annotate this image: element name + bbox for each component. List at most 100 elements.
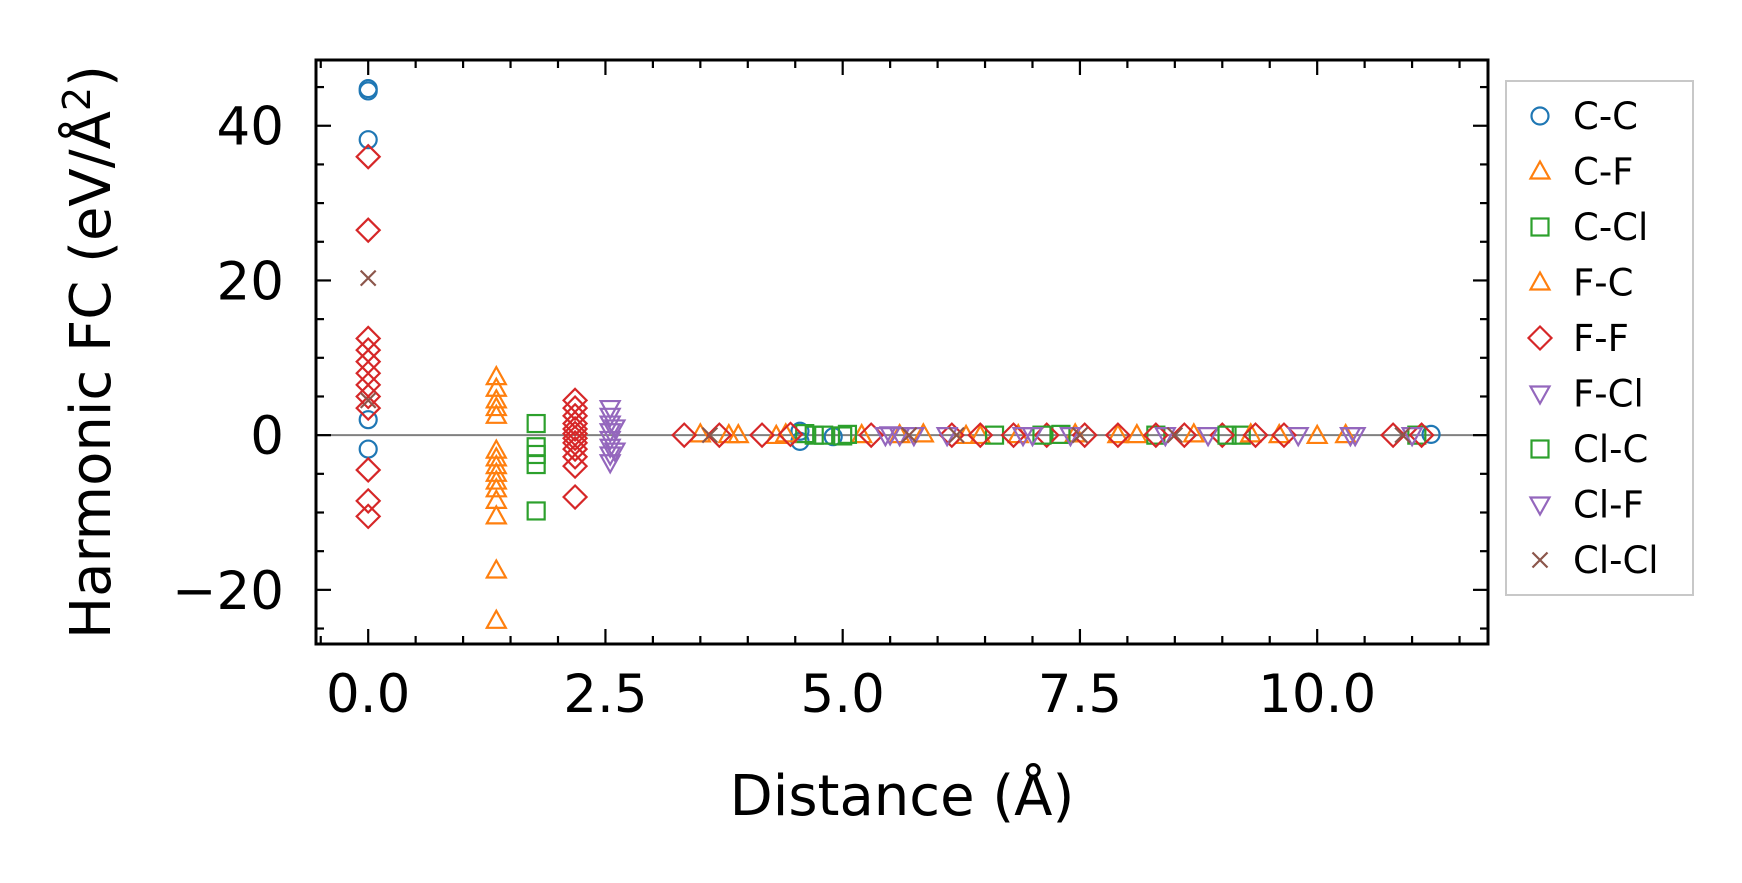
legend-marker [1528, 385, 1552, 406]
series-cl-f [603, 419, 1424, 463]
data-point [526, 413, 546, 434]
data-point [1242, 422, 1269, 449]
data-point [484, 364, 508, 386]
data-point [355, 217, 382, 244]
data-point [484, 558, 508, 579]
series-c-cl [526, 413, 1427, 521]
legend-entry: Cl-Cl [1531, 539, 1659, 582]
data-point [358, 410, 378, 430]
legend-marker [1526, 324, 1554, 352]
legend: C-C C-F C-Cl F-C F-F F-Cl Cl-C Cl-F Cl-Cl [1505, 80, 1694, 596]
legend-label: F-C [1573, 262, 1633, 305]
data-point [355, 395, 382, 422]
data-point [1196, 427, 1220, 448]
y-axis-label: Harmonic FC (eV/Å2) [55, 65, 124, 639]
legend-marker [1530, 217, 1550, 237]
x-tick-label: 10.0 [1258, 664, 1376, 725]
data-point [1125, 422, 1149, 444]
data-point [355, 456, 382, 484]
data-point [355, 143, 382, 170]
x-tick-label: 7.5 [1038, 664, 1122, 725]
data-point [562, 453, 589, 480]
data-point [900, 426, 918, 444]
data-point [526, 444, 546, 465]
data-point [1153, 427, 1177, 448]
y-axis-label-close: ) [59, 65, 124, 87]
data-point [562, 425, 589, 452]
data-point [1071, 426, 1089, 444]
data-point [1286, 427, 1310, 448]
legend-label: Cl-F [1573, 484, 1644, 527]
data-point [706, 422, 733, 449]
legend-entries: C-C C-F C-Cl F-C F-F F-Cl Cl-C Cl-F Cl-Cl [1526, 95, 1659, 582]
data-point [355, 383, 382, 410]
data-point [358, 130, 378, 150]
legend-marker [1531, 551, 1549, 569]
data-point [837, 424, 858, 444]
legend-label: C-Cl [1573, 206, 1648, 249]
series-f-f [355, 143, 1435, 530]
x-tick-label: 5.0 [801, 664, 885, 725]
y-axis-label-base: Harmonic FC (eV/Å [58, 111, 124, 639]
x-tick-label: 0.0 [326, 664, 410, 725]
legend-entry: C-C [1530, 95, 1638, 138]
data-point [562, 415, 589, 443]
data-point [790, 421, 810, 441]
data-point [1400, 427, 1424, 448]
series-cl-cl [359, 269, 1411, 444]
data-points-layer [355, 79, 1441, 629]
data-point [526, 501, 546, 521]
data-point [603, 442, 627, 463]
legend-label: C-F [1573, 151, 1633, 194]
data-point [598, 454, 622, 475]
legend-label: F-Cl [1573, 373, 1644, 416]
data-point [355, 503, 382, 530]
data-point [1059, 427, 1082, 448]
y-axis-label-superscript: 2 [55, 87, 99, 111]
data-point [562, 443, 589, 470]
series-cl-c [804, 424, 1237, 445]
data-point [1106, 422, 1130, 444]
data-point [967, 422, 994, 449]
data-point [935, 427, 959, 448]
data-point [603, 419, 627, 440]
legend-entry: Cl-F [1528, 484, 1644, 527]
data-point [1032, 425, 1052, 445]
data-point [484, 504, 508, 525]
data-point [717, 422, 741, 444]
data-point [562, 410, 589, 437]
data-point [1334, 422, 1358, 444]
data-point [355, 487, 382, 514]
data-point [1182, 422, 1206, 443]
data-point [484, 608, 508, 629]
legend-marker [1530, 439, 1550, 459]
data-point [1421, 424, 1441, 444]
data-point [911, 422, 935, 443]
data-point [1339, 427, 1362, 448]
data-point [748, 422, 776, 449]
legend-entry: C-F [1528, 151, 1633, 194]
data-point [1146, 425, 1166, 445]
y-tick-label: 40 [217, 97, 284, 158]
data-point [1305, 423, 1329, 445]
legend-entry: Cl-C [1530, 428, 1648, 471]
legend-entry: F-F [1526, 317, 1629, 360]
data-point [484, 395, 508, 417]
data-point [358, 81, 378, 101]
plot-frame [314, 58, 1490, 646]
y-tick-label: 0 [250, 406, 284, 467]
data-point [562, 436, 589, 463]
data-point [484, 477, 508, 498]
data-point [359, 392, 377, 409]
legend-entry: C-Cl [1530, 206, 1648, 249]
legend-entry: F-Cl [1528, 373, 1644, 416]
data-point [948, 426, 965, 444]
legend-label: C-C [1573, 95, 1638, 138]
data-point [1021, 427, 1044, 448]
legend-marker [1528, 270, 1552, 291]
tick-labels-layer: 0.0 2.5 5.0 7.5 10.0 −20 0 20 40 [172, 97, 1376, 725]
legend-marker [1528, 159, 1552, 180]
data-point [1104, 422, 1131, 449]
data-point [1408, 422, 1435, 449]
